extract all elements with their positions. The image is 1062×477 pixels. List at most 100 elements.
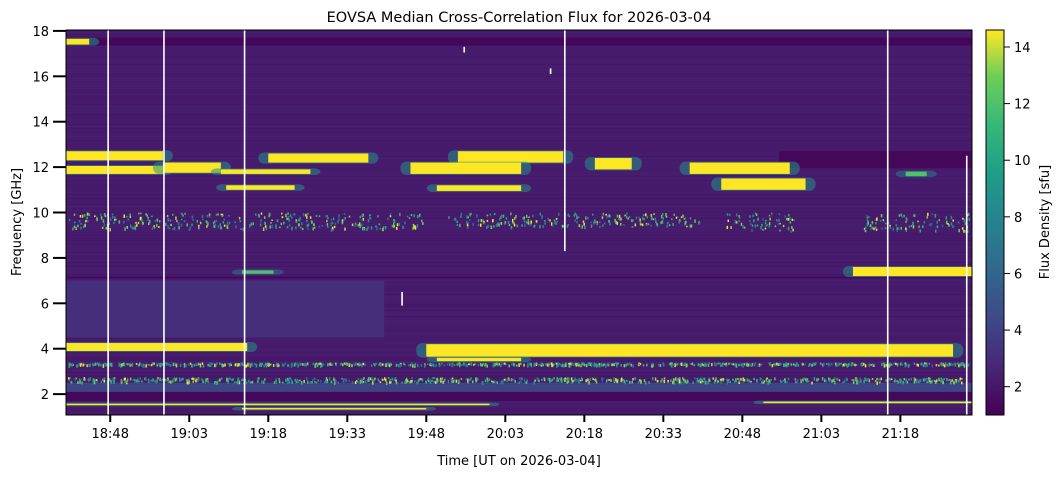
- noise-speck: [863, 362, 865, 366]
- noise-speck: [642, 216, 644, 221]
- noise-speck: [578, 380, 580, 384]
- noise-speck: [942, 362, 944, 366]
- noise-speck: [389, 380, 391, 384]
- noise-speck: [416, 363, 419, 368]
- noise-speck: [963, 229, 965, 233]
- noise-speck: [825, 380, 827, 383]
- noise-speck: [586, 379, 588, 383]
- noise-speck: [208, 213, 211, 217]
- noise-speck: [216, 362, 218, 365]
- noise-speck: [856, 380, 858, 385]
- noise-speck: [495, 223, 498, 227]
- noise-speck: [523, 378, 526, 382]
- noise-speck: [391, 224, 394, 228]
- noise-speck: [580, 363, 582, 367]
- noise-speck: [566, 225, 569, 228]
- noise-speck: [703, 363, 706, 368]
- background-row: [66, 108, 972, 109]
- noise-speck: [801, 362, 804, 366]
- noise-speck: [785, 217, 788, 221]
- noise-speck: [953, 381, 955, 385]
- noise-speck: [371, 378, 374, 382]
- background-row: [66, 74, 972, 75]
- noise-speck: [454, 217, 457, 221]
- noise-speck: [595, 363, 597, 367]
- background-row: [66, 192, 972, 193]
- noise-speck: [375, 225, 377, 228]
- noise-speck: [355, 380, 358, 383]
- noise-speck: [779, 229, 781, 232]
- noise-speck: [785, 363, 787, 366]
- noise-speck: [134, 378, 137, 382]
- noise-speck: [753, 364, 756, 367]
- noise-speck: [275, 227, 278, 230]
- noise-speck: [108, 222, 110, 225]
- background-row: [66, 36, 972, 37]
- noise-speck: [384, 378, 387, 382]
- noise-speck: [678, 377, 681, 381]
- burst-band: [594, 158, 632, 170]
- noise-speck: [791, 218, 794, 221]
- noise-speck: [138, 212, 140, 215]
- noise-speck: [608, 214, 611, 218]
- noise-speck: [354, 381, 357, 385]
- noise-speck: [219, 223, 221, 227]
- noise-speck: [755, 213, 758, 217]
- noise-speck: [663, 379, 666, 383]
- noise-speck: [555, 222, 557, 226]
- background-row: [66, 244, 972, 245]
- spectrogram-plot-area: [66, 30, 972, 415]
- noise-speck: [178, 377, 181, 381]
- noise-speck: [238, 380, 241, 385]
- background-row: [66, 208, 972, 209]
- background-row: [66, 288, 972, 289]
- noise-speck: [332, 217, 335, 221]
- noise-speck: [740, 363, 743, 367]
- noise-speck: [482, 362, 485, 366]
- noise-speck: [121, 363, 123, 366]
- noise-speck: [880, 214, 883, 218]
- burst-band: [426, 344, 954, 357]
- noise-speck: [640, 223, 643, 226]
- noise-speck: [519, 377, 521, 380]
- noise-speck: [240, 378, 243, 382]
- noise-speck: [736, 213, 738, 217]
- noise-speck: [553, 363, 555, 366]
- noise-speck: [662, 217, 665, 220]
- background-row: [66, 180, 972, 181]
- noise-speck: [486, 219, 489, 222]
- noise-speck: [131, 362, 134, 365]
- burst-band: [457, 151, 564, 163]
- noise-speck: [940, 378, 942, 382]
- background-row: [66, 50, 972, 51]
- noise-speck: [453, 218, 456, 221]
- noise-speck: [696, 380, 698, 383]
- noise-speck: [287, 378, 289, 381]
- noise-speck: [673, 379, 675, 383]
- noise-speck: [550, 362, 553, 366]
- noise-speck: [704, 363, 707, 367]
- noise-speck: [520, 379, 522, 384]
- noise-speck: [167, 362, 170, 366]
- noise-speck: [345, 362, 348, 366]
- noise-speck: [905, 380, 907, 384]
- noise-speck: [199, 363, 201, 366]
- noise-speck: [866, 222, 869, 227]
- noise-speck: [769, 363, 771, 366]
- noise-speck: [402, 225, 404, 230]
- noise-speck: [154, 219, 157, 222]
- noise-speck: [954, 363, 957, 367]
- noise-speck: [118, 362, 121, 366]
- noise-speck: [650, 214, 653, 217]
- noise-speck: [405, 379, 407, 382]
- noise-speck: [511, 378, 513, 382]
- noise-speck: [197, 377, 200, 381]
- noise-speck: [712, 377, 715, 380]
- noise-speck: [358, 362, 360, 364]
- noise-speck: [634, 223, 637, 227]
- noise-speck: [614, 362, 616, 365]
- noise-speck: [950, 363, 952, 366]
- noise-speck: [236, 363, 238, 366]
- noise-speck: [943, 377, 946, 381]
- noise-speck: [412, 364, 414, 367]
